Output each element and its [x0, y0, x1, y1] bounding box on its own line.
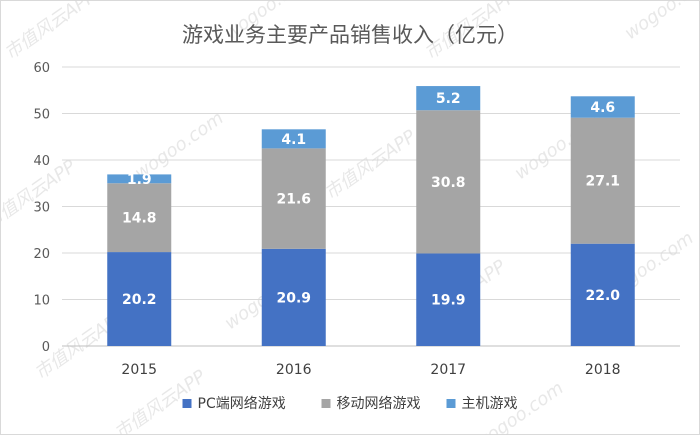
- y-tick-label: 40: [33, 154, 50, 169]
- legend-swatch-mobile-game: [321, 399, 331, 408]
- bar-mobile-game-2017: [416, 110, 481, 254]
- y-tick-label: 50: [33, 108, 50, 123]
- chart-title: 游戏业务主要产品销售收入（亿元）: [182, 23, 518, 47]
- bar-console-game-2017: [416, 86, 481, 111]
- bar-mobile-game-2016: [261, 148, 326, 249]
- data-label-console-game-2016: 4.1: [281, 132, 306, 148]
- bar-console-game-2015: [107, 174, 172, 184]
- legend-label-pc-game: PC端网络游戏: [198, 396, 286, 412]
- y-tick-label: 20: [33, 247, 50, 262]
- data-label-console-game-2018: 4.6: [590, 100, 615, 116]
- data-label-mobile-game-2018: 27.1: [585, 174, 620, 190]
- legend: PC端网络游戏 移动网络游戏 主机游戏: [182, 396, 518, 412]
- data-label-console-game-2017: 5.2: [436, 91, 461, 107]
- bar-pc-game-2018: [570, 243, 635, 346]
- y-tick-label: 0: [42, 340, 50, 355]
- bar-mobile-game-2015: [107, 183, 172, 253]
- x-tick-label: 2018: [585, 362, 621, 378]
- bar-console-game-2016: [261, 129, 326, 149]
- legend-swatch-pc-game: [182, 399, 192, 408]
- y-axis-tick-labels: 0 10 20 30 40 50 60: [33, 61, 50, 355]
- data-label-mobile-game-2015: 14.8: [122, 211, 157, 227]
- y-tick-label: 60: [33, 61, 50, 76]
- watermark-text: 市值风云APP: [321, 126, 420, 204]
- y-tick-label: 10: [33, 294, 50, 309]
- bar-console-game-2018: [570, 96, 635, 118]
- data-label-pc-game-2015: 20.2: [122, 292, 157, 308]
- bars: [107, 86, 635, 346]
- data-label-mobile-game-2017: 30.8: [431, 175, 466, 191]
- bar-pc-game-2016: [261, 248, 326, 346]
- x-axis-tick-labels: 2015 2016 2017 2018: [121, 362, 620, 378]
- watermark-text: wogoo.com: [621, 0, 700, 44]
- data-label-pc-game-2017: 19.9: [431, 293, 466, 309]
- bar-pc-game-2015: [107, 252, 172, 346]
- x-tick-label: 2017: [430, 362, 466, 378]
- watermark-text: 市值风云APP: [1, 0, 100, 64]
- data-labels: 20.2 14.8 1.9 20.9 21.6 4.1 19.9 30.8 5.2 22.0 27.…: [122, 91, 620, 309]
- data-label-console-game-2015: 1.9: [127, 172, 152, 188]
- y-tick-label: 30: [33, 201, 50, 216]
- legend-label-console-game: 主机游戏: [462, 396, 518, 412]
- data-label-mobile-game-2016: 21.6: [276, 192, 311, 208]
- x-tick-label: 2015: [121, 362, 157, 378]
- data-label-pc-game-2018: 22.0: [585, 288, 620, 304]
- bar-mobile-game-2018: [570, 117, 635, 244]
- x-tick-label: 2016: [276, 362, 312, 378]
- data-label-pc-game-2016: 20.9: [276, 290, 311, 306]
- bar-pc-game-2017: [416, 253, 481, 346]
- legend-swatch-console-game: [446, 399, 456, 408]
- legend-label-mobile-game: 移动网络游戏: [337, 396, 421, 412]
